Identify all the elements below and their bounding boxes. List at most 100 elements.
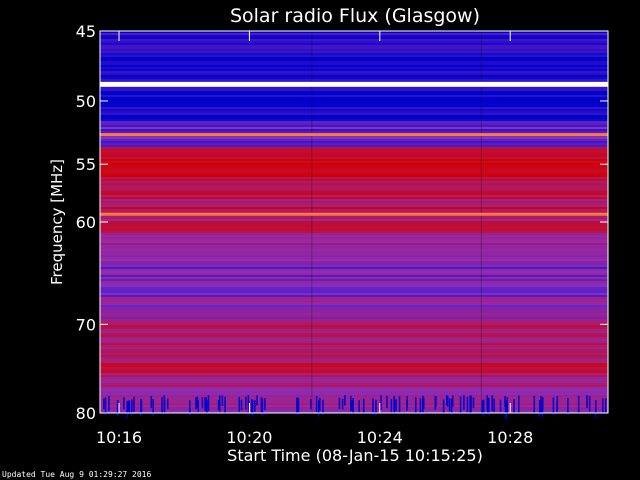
spectrum-row [100,49,608,52]
spectrum-row [100,89,608,92]
spectrum-row [100,313,608,316]
spectrum-row [100,249,608,252]
spectrum-row [100,173,608,176]
noise-speckle [446,395,449,407]
spectrum-row [100,205,608,208]
noise-speckle [244,396,247,410]
noise-speckle [350,395,352,412]
noise-speckle [362,398,365,413]
bright-emission-line [100,212,608,216]
spectrum-row [100,349,608,352]
spectrum-row [100,107,608,110]
noise-speckle [127,400,130,412]
spectrum-row [100,187,608,190]
spectrum-row [100,341,608,344]
spectrum-row [100,353,608,356]
spectrum-row [100,261,608,264]
noise-speckle [463,395,465,410]
noise-speckle [322,399,324,415]
noise-speckle [552,397,555,416]
spectrum-row [100,297,608,300]
spectrum-row [100,319,608,322]
spectrum-row [100,61,608,64]
noise-speckle [422,398,424,413]
spectrum-row [100,131,608,134]
spectrum-row [100,113,608,116]
spectrum-row [100,391,608,394]
spectrum-row [100,333,608,336]
spectrum-row [100,37,608,40]
noise-speckle [319,397,321,411]
chart-title: Solar radio Flux (Glasgow) [230,5,480,27]
spectrum-row [100,343,608,346]
spectrum-row [100,247,608,250]
spectrum-row [100,189,608,192]
noise-speckle [505,400,508,418]
spectrum-row [100,43,608,46]
noise-speckle [261,398,264,416]
spectrum-row [100,33,608,36]
x-axis-label: Start Time (08-Jan-15 10:15:25) [227,446,483,465]
spectrum-row [100,115,608,118]
noise-speckle [442,399,445,414]
noise-speckle [538,400,541,417]
spectrum-row [100,329,608,332]
noise-speckle [206,400,208,413]
spectrum-row [100,293,608,296]
spectrum-row [100,145,608,148]
spectrum-row [100,69,608,72]
y-axis-label: Frequency [MHz] [48,159,66,285]
spectrum-row [100,277,608,280]
spectrum-row [100,121,608,124]
noise-speckle [163,400,166,411]
spectrum-row [100,97,608,100]
noise-speckle [586,395,588,409]
spectrum-row [100,75,608,78]
y-tick-label: 55 [76,155,96,174]
noise-speckle [358,400,360,412]
spectrum-row [100,321,608,324]
spectrum-row [100,289,608,292]
noise-speckle [450,398,453,415]
spectrum-row [100,335,608,338]
noise-speckle [240,399,243,411]
bright-emission-line [100,133,608,137]
noise-speckle [375,399,377,416]
spectrum-row [100,405,608,408]
spectrum-row [100,67,608,70]
noise-speckle [567,397,569,415]
spectrum-row [100,39,608,42]
noise-speckle [577,395,580,414]
spectrum-row [100,195,608,198]
noise-speckle [128,400,131,413]
noise-speckle [251,399,253,415]
spectrum-row [100,373,608,376]
spectrum-row [100,243,608,246]
noise-speckle [218,395,221,412]
noise-speckle [482,399,485,417]
noise-speckle [264,398,266,410]
spectrum-row [100,63,608,66]
spectrum-row [100,41,608,44]
spectrum-row [100,87,608,90]
noise-speckle [201,397,204,409]
spectrum-row [100,259,608,262]
spectrum-row [100,301,608,304]
spectrum-row [100,233,608,236]
spectrum-row [100,397,608,400]
spectrum-row [100,245,608,248]
noise-speckle [341,398,344,410]
noise-speckle [247,395,250,406]
noise-speckle [448,398,451,412]
spectrum-row [100,241,608,244]
spectrum-row [100,169,608,172]
noise-speckle [594,400,597,418]
spectrum-row [100,367,608,370]
spectrum-row [100,199,608,202]
spectrum-row [100,193,608,196]
noise-speckle [196,396,199,408]
spectrum-row [100,143,608,146]
spectrum-row [100,291,608,294]
spectrum-row [100,179,608,182]
spectrum-row [100,45,608,48]
